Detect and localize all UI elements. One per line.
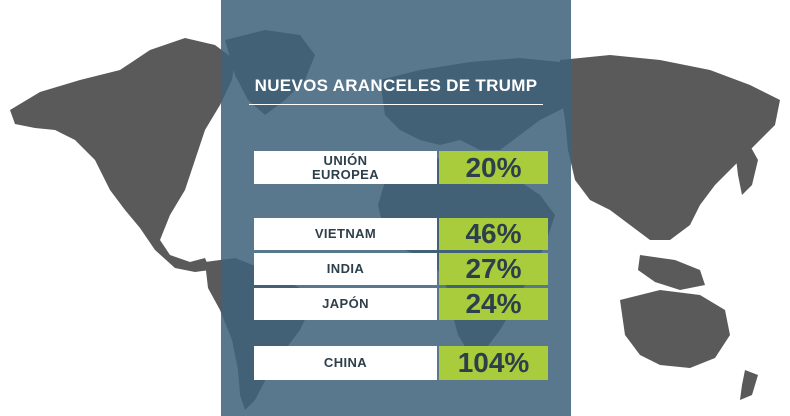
japan-shape [735, 142, 758, 195]
tariff-value: 27% [465, 253, 522, 284]
country-label: INDIA [326, 261, 365, 276]
table-row: JAPÓN 24% [221, 288, 571, 320]
australia-shape [620, 290, 730, 368]
tariff-value-box: 104% [439, 346, 548, 380]
table-row: CHINA 104% [221, 346, 571, 380]
tariff-value-box: 24% [439, 288, 548, 320]
tariff-panel: NUEVOS ARANCELES DE TRUMP UNIÓN EUROPEA … [221, 0, 571, 416]
table-row: UNIÓN EUROPEA 20% [221, 151, 571, 184]
country-label-box: CHINA [254, 346, 437, 380]
title-divider [249, 104, 543, 105]
country-label-box: UNIÓN EUROPEA [254, 151, 437, 184]
tariff-value-box: 46% [439, 218, 548, 250]
country-label: CHINA [323, 355, 368, 370]
tariff-value-box: 20% [439, 151, 548, 184]
country-label: VIETNAM [314, 226, 377, 241]
country-label-box: JAPÓN [254, 288, 437, 320]
tariff-value-box: 27% [439, 253, 548, 285]
country-label-box: INDIA [254, 253, 437, 285]
country-label: UNIÓN EUROPEA [311, 152, 380, 182]
tariff-value: 20% [465, 151, 522, 183]
asia-shape [560, 55, 780, 240]
country-label-box: VIETNAM [254, 218, 437, 250]
table-row: VIETNAM 46% [221, 218, 571, 250]
north-america-shape [10, 38, 235, 272]
tariff-value: 24% [465, 288, 522, 319]
islands-shape [638, 255, 705, 290]
chart-title: NUEVOS ARANCELES DE TRUMP [254, 76, 538, 95]
tariff-value: 104% [457, 347, 530, 378]
tariff-value: 46% [465, 218, 522, 249]
table-row: INDIA 27% [221, 253, 571, 285]
new-zealand-shape [740, 370, 758, 400]
country-label: JAPÓN [322, 296, 369, 311]
